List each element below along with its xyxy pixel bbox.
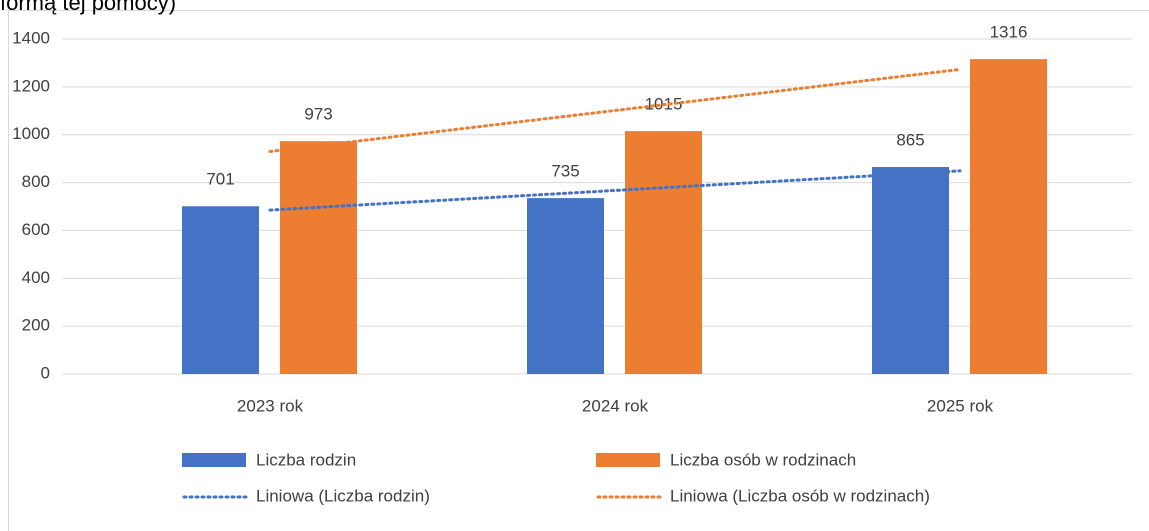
x-tick-label: 2024 rok bbox=[582, 396, 649, 415]
legend-label: Liniowa (Liczba osób w rodzinach) bbox=[670, 486, 930, 505]
trendline bbox=[268, 169, 962, 212]
bar bbox=[280, 141, 357, 374]
chart-border bbox=[8, 10, 1149, 531]
legend-label: Liczba rodzin bbox=[256, 450, 356, 469]
x-tick-label: 2025 rok bbox=[927, 396, 994, 415]
legend-swatch bbox=[182, 453, 246, 467]
data-label: 701 bbox=[206, 170, 234, 189]
data-label: 735 bbox=[551, 162, 579, 181]
data-label: 865 bbox=[896, 131, 924, 150]
y-tick-label: 1200 bbox=[12, 76, 50, 95]
trendline bbox=[268, 67, 962, 154]
x-tick-label: 2023 rok bbox=[237, 396, 304, 415]
header-text: formą tej pomocy) bbox=[0, 0, 176, 15]
y-tick-label: 400 bbox=[22, 268, 50, 287]
bar bbox=[970, 59, 1047, 374]
y-tick-label: 1000 bbox=[12, 124, 50, 143]
y-tick-label: 600 bbox=[22, 220, 50, 239]
bar bbox=[872, 167, 949, 374]
data-label: 1316 bbox=[990, 23, 1028, 42]
y-tick-label: 0 bbox=[41, 363, 50, 382]
y-tick-label: 200 bbox=[22, 316, 50, 335]
bar bbox=[527, 198, 604, 374]
y-tick-label: 1400 bbox=[12, 28, 50, 47]
y-tick-label: 800 bbox=[22, 172, 50, 191]
bar bbox=[182, 206, 259, 374]
legend-label: Liniowa (Liczba rodzin) bbox=[256, 486, 430, 505]
legend-swatch bbox=[596, 453, 660, 467]
legend-label: Liczba osób w rodzinach bbox=[670, 450, 856, 469]
data-label: 973 bbox=[304, 105, 332, 124]
bar bbox=[625, 131, 702, 374]
